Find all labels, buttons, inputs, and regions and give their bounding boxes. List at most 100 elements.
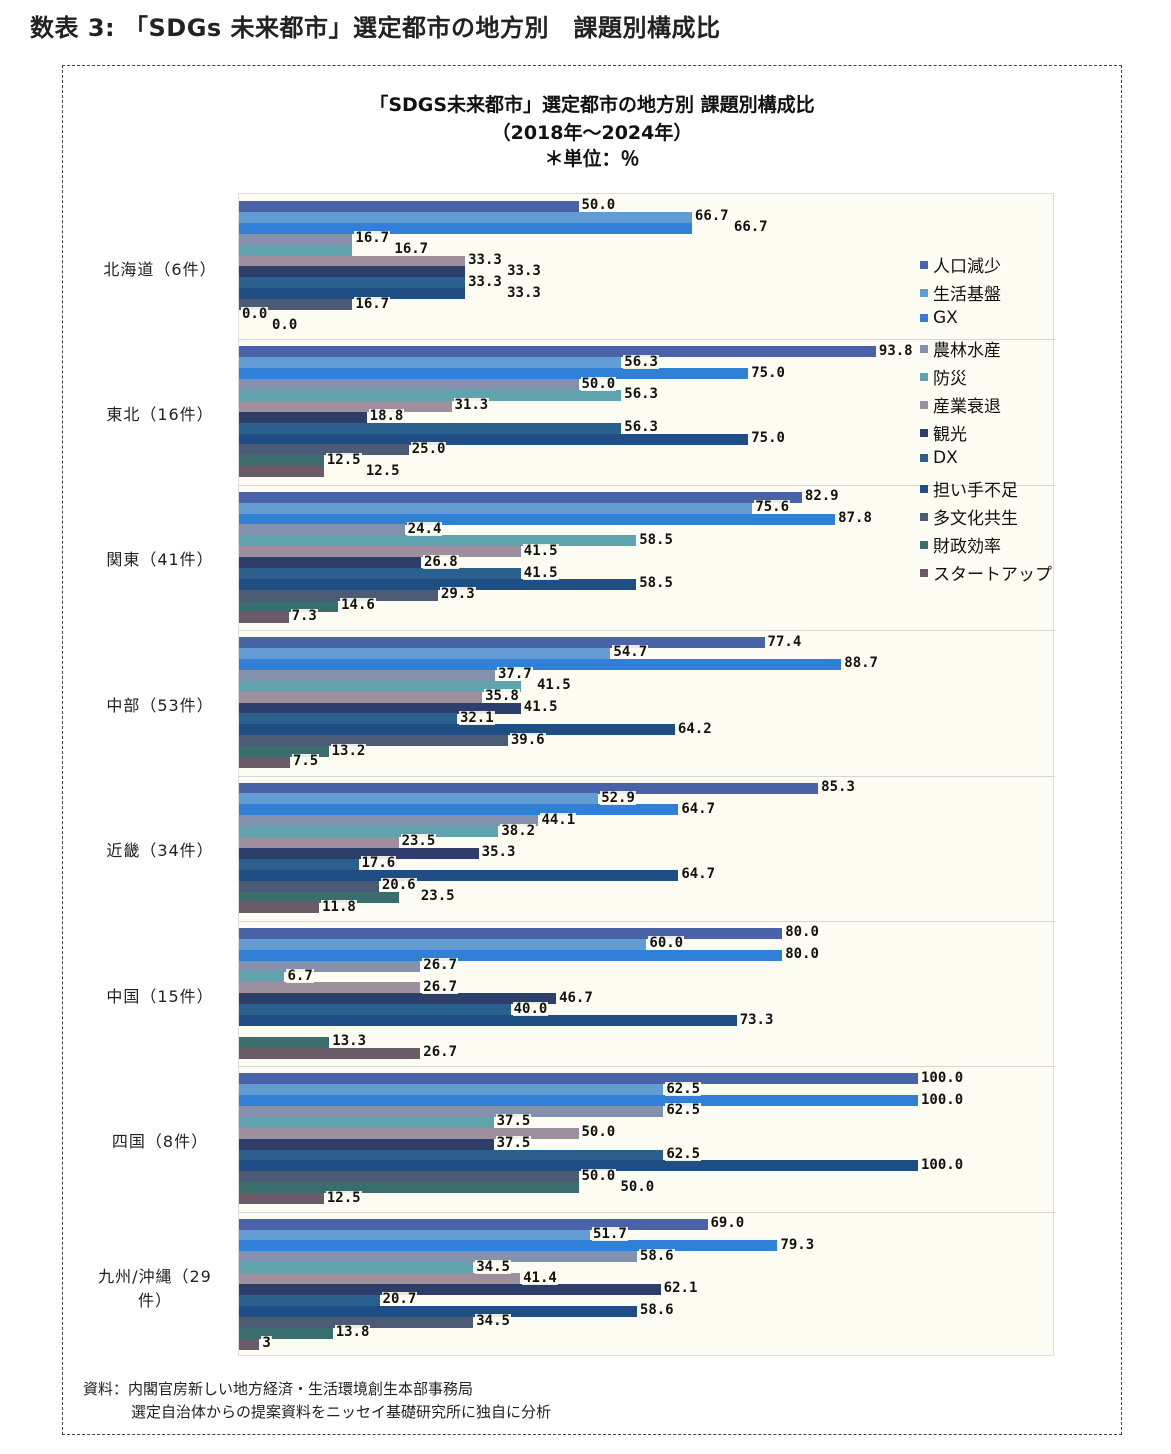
bar [239, 1047, 421, 1059]
data-label: 75.6 [754, 499, 791, 516]
data-label: 16.7 [393, 241, 430, 258]
bar [239, 1171, 579, 1183]
bar [239, 502, 753, 514]
bar [239, 1273, 521, 1285]
bar [239, 669, 495, 681]
data-label: 75.0 [750, 430, 786, 447]
data-label: 26.8 [422, 553, 459, 570]
data-label: 13.3 [331, 1033, 368, 1050]
bar [239, 1262, 474, 1274]
group-separator [239, 339, 1055, 341]
data-label: 56.3 [623, 386, 659, 403]
bar [239, 1127, 579, 1139]
data-label: 33.3 [506, 262, 542, 279]
data-label: 58.5 [638, 575, 674, 592]
data-label: 75.0 [750, 364, 786, 381]
category-label: 近畿（34件） [106, 841, 214, 861]
data-label: 66.7 [693, 208, 730, 225]
data-label: 29.3 [439, 586, 476, 603]
data-label: 39.6 [509, 731, 546, 748]
bar [239, 1218, 708, 1230]
bar [239, 201, 579, 212]
chart-subtitle: （2018年～2024年） [491, 122, 693, 144]
data-label: 34.5 [475, 1258, 511, 1275]
bar [239, 1015, 737, 1027]
data-label: 77.4 [766, 633, 803, 650]
data-label: 38.2 [500, 822, 537, 839]
data-label: 35.8 [484, 688, 520, 705]
data-label: 64.2 [676, 720, 713, 737]
data-label: 87.8 [837, 510, 873, 526]
legend-label: 防災 [933, 369, 967, 389]
data-label: 69.0 [709, 1215, 746, 1232]
data-label: 26.7 [422, 1044, 458, 1061]
bar [239, 1149, 664, 1161]
data-label: 41.5 [535, 677, 572, 694]
bar [239, 578, 637, 590]
group-separator [239, 775, 1055, 777]
legend-label: 生活基盤 [933, 285, 1001, 305]
data-label: 93.8 [877, 342, 914, 359]
data-label: 52.9 [600, 789, 636, 806]
data-label: 24.4 [406, 520, 443, 537]
legend-item: 防災 [920, 364, 967, 389]
bar [239, 1305, 637, 1317]
data-label: 16.7 [354, 295, 391, 312]
bar [239, 702, 521, 714]
bar [239, 949, 783, 961]
legend-swatch [920, 400, 928, 409]
legend-label: 産業衰退 [933, 397, 1001, 417]
source-line-2: 選定自治体からの提案資料をニッセイ基礎研究所に独自に分析 [131, 1403, 552, 1421]
legend-swatch [920, 484, 928, 493]
legend-swatch [920, 454, 928, 462]
legend-swatch [920, 568, 928, 577]
legend-item: 産業衰退 [920, 392, 1001, 417]
data-label: 85.3 [820, 778, 856, 795]
bar [239, 724, 675, 736]
category-label: 東北（16件） [106, 405, 214, 425]
bar [239, 266, 466, 278]
data-label: 41.5 [522, 564, 559, 581]
bar [239, 1327, 333, 1339]
legend-label: スタートアップ [933, 565, 1052, 585]
data-label: 23.5 [419, 887, 456, 904]
bar [239, 600, 339, 612]
bar [239, 546, 521, 558]
bar [239, 648, 611, 660]
group-separator [239, 1066, 1055, 1068]
bar [239, 993, 557, 1005]
bar [239, 211, 692, 223]
bar [239, 288, 466, 300]
data-label: 73.3 [738, 1011, 775, 1028]
data-label: 51.7 [592, 1225, 628, 1242]
legend-swatch [920, 540, 928, 549]
legend-label: 観光 [933, 425, 967, 445]
chart-title: 「SDGS未来都市」選定都市の地方別 課題別構成比 [369, 94, 815, 116]
data-label: 0.0 [271, 317, 299, 334]
bar [239, 1229, 591, 1241]
data-label: 7.3 [290, 608, 318, 625]
bar [239, 379, 579, 391]
category-label: 九州/沖縄（29件） [98, 1267, 212, 1311]
bar [239, 891, 399, 903]
legend-item: DX [920, 448, 958, 468]
legend-item: 生活基盤 [920, 280, 1001, 305]
bar [239, 411, 367, 423]
bar [239, 1193, 324, 1205]
data-label: 33.3 [467, 273, 503, 290]
bar [239, 466, 324, 478]
legend-label: 多文化共生 [933, 509, 1018, 529]
bar [239, 1294, 380, 1306]
legend-swatch [920, 512, 928, 521]
bar [239, 368, 749, 380]
bar [239, 1316, 474, 1328]
bar [239, 658, 842, 670]
data-label: 37.5 [495, 1135, 532, 1152]
data-label: 60.0 [648, 935, 685, 952]
data-label: 13.2 [330, 742, 367, 759]
data-label: 41.4 [522, 1269, 558, 1286]
data-label: 35.3 [480, 844, 517, 861]
bar [239, 1036, 330, 1048]
bar [239, 826, 499, 838]
bar [239, 804, 679, 816]
